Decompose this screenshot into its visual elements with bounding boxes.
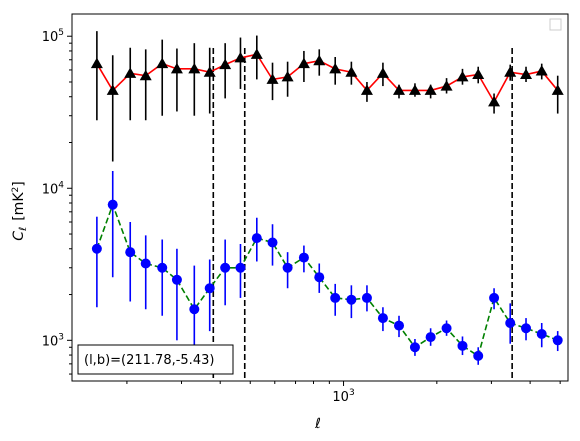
data-series	[90, 31, 564, 369]
data-point	[505, 317, 516, 328]
data-point	[330, 292, 341, 303]
data-point	[409, 342, 420, 353]
data-point	[535, 65, 548, 76]
x-axis-label: ℓ	[314, 416, 321, 432]
data-point	[377, 313, 388, 324]
data-point	[125, 247, 136, 258]
annotation-frame	[77, 344, 234, 375]
data-point	[520, 68, 533, 80]
data-point	[552, 335, 563, 346]
data-point	[551, 84, 564, 95]
series-1	[90, 31, 564, 162]
data-point	[360, 84, 373, 95]
y-axis-label-sub: ℓ	[18, 227, 29, 231]
y-axis-label-unit: [mK	[11, 192, 27, 221]
data-point	[266, 73, 279, 84]
data-point	[456, 70, 469, 82]
plot-frame	[71, 13, 569, 382]
data-point	[425, 332, 436, 343]
data-point	[90, 57, 103, 69]
data-point	[298, 252, 309, 263]
data-point	[281, 70, 294, 82]
data-point	[345, 66, 358, 77]
data-point	[394, 320, 405, 331]
data-point	[472, 68, 485, 80]
data-point	[124, 67, 137, 78]
x-axis-ticks: 103	[126, 381, 561, 405]
data-point	[329, 62, 342, 74]
data-point	[189, 304, 200, 315]
annotation-text: (l,b)=(211.78,-5.43)	[84, 353, 214, 368]
data-point	[521, 323, 532, 334]
data-point	[489, 292, 500, 303]
data-point	[220, 262, 231, 273]
data-point	[107, 199, 118, 210]
data-point	[267, 237, 278, 248]
data-point	[408, 84, 421, 95]
data-point	[424, 84, 437, 95]
x-tick-label: 103	[332, 388, 354, 405]
data-point	[457, 340, 468, 351]
y-axis-label-close: ]	[11, 181, 27, 186]
data-point	[488, 95, 501, 107]
coordinate-annotation: (l,b)=(211.78,-5.43)	[77, 344, 234, 375]
data-point	[219, 58, 232, 70]
data-point	[139, 69, 152, 81]
y-axis-label: Cℓ [mK2]	[11, 181, 29, 240]
data-point	[234, 51, 247, 63]
data-point	[188, 62, 201, 74]
data-point	[235, 262, 246, 273]
y-tick-label: 104	[42, 180, 65, 197]
y-axis-label-main: C	[11, 231, 27, 241]
data-point	[376, 67, 389, 78]
data-point	[536, 329, 547, 340]
vertical-marker-lines	[212, 48, 513, 381]
data-point	[313, 54, 326, 66]
data-point	[171, 274, 182, 285]
legend-box	[549, 18, 562, 31]
data-point	[297, 57, 310, 69]
data-point	[440, 80, 453, 91]
data-point	[204, 283, 215, 294]
data-point	[156, 57, 169, 69]
data-point	[170, 62, 183, 74]
data-point	[91, 243, 102, 254]
data-point	[203, 66, 216, 77]
data-point	[361, 292, 372, 303]
data-point	[251, 233, 262, 244]
y-tick-label: 105	[42, 28, 64, 45]
data-point	[504, 66, 517, 77]
data-point	[346, 294, 357, 305]
y-tick-label: 103	[42, 332, 64, 349]
data-point	[473, 350, 484, 361]
y-axis-label-sup: 2	[11, 187, 21, 193]
data-point	[157, 262, 168, 273]
data-point	[282, 262, 293, 273]
data-point	[250, 48, 263, 59]
data-point	[106, 84, 119, 95]
data-point	[140, 258, 151, 269]
data-point	[314, 272, 325, 283]
data-point	[441, 323, 452, 334]
data-point	[393, 84, 406, 95]
y-axis-ticks: 103 104 105	[42, 28, 72, 375]
